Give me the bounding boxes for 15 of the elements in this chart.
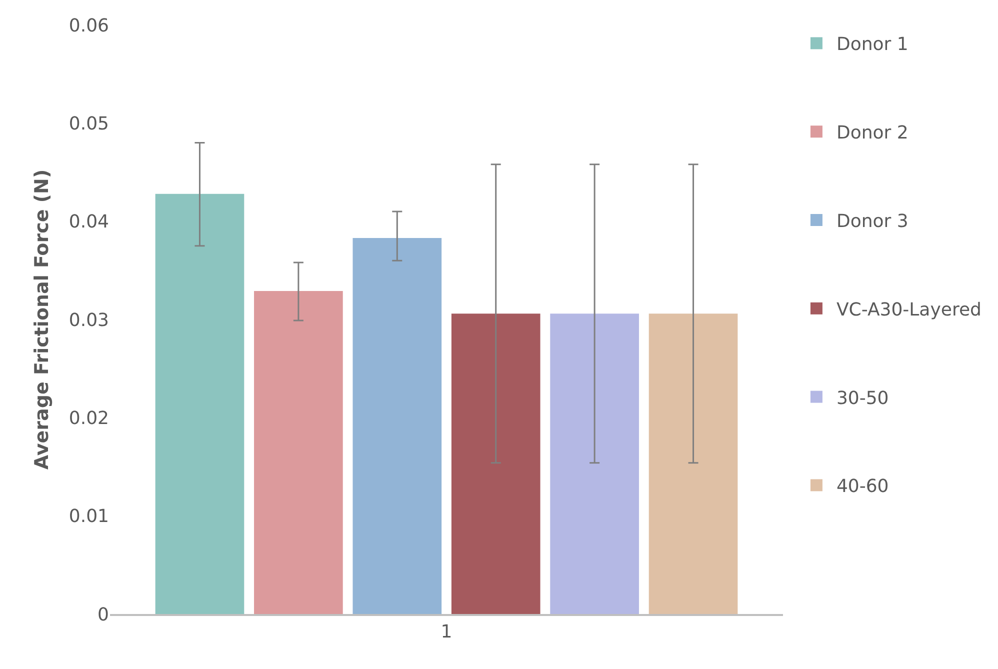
legend-label: VC-A30-Layered xyxy=(836,299,982,320)
y-tick-label: 0.04 xyxy=(68,212,109,233)
y-tick-label: 0.05 xyxy=(68,113,109,134)
y-axis-title: Average Frictional Force (N) xyxy=(30,169,53,470)
x-tick-label: 1 xyxy=(440,621,452,642)
y-tick-label: 0.03 xyxy=(68,310,109,331)
y-tick-label: 0.06 xyxy=(68,15,109,36)
y-tick-label: 0.02 xyxy=(68,408,109,429)
legend-label: Donor 1 xyxy=(836,34,908,56)
y-tick-label: 0 xyxy=(98,604,109,626)
legend-label: Donor 3 xyxy=(836,211,908,232)
legend-label: 30-50 xyxy=(836,388,889,409)
legend-label: Donor 2 xyxy=(836,122,908,144)
legend-label: 40-60 xyxy=(836,476,889,498)
y-tick-label: 0.01 xyxy=(68,506,109,528)
